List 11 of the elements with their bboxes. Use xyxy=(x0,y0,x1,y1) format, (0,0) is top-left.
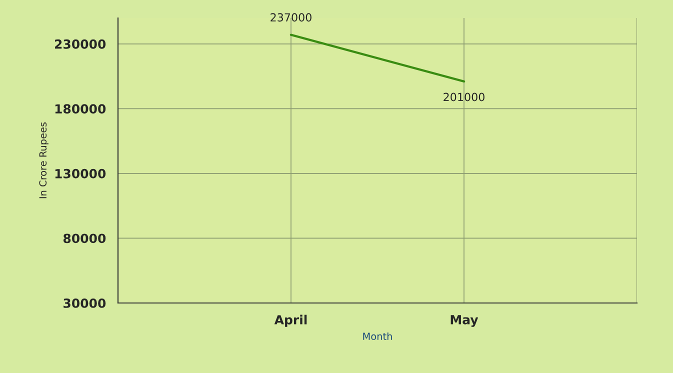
data-label: 201000 xyxy=(444,92,484,102)
x-tick-label: April xyxy=(274,314,307,327)
x-axis-title: Month xyxy=(363,332,392,340)
x-tick-label: May xyxy=(450,315,478,327)
y-tick-label: 80000 xyxy=(63,234,106,244)
y-tick-label: 30000 xyxy=(64,298,106,308)
y-tick-label: 180000 xyxy=(55,104,106,114)
y-axis-title: In Crore Rupees xyxy=(39,122,48,198)
data-label: 237000 xyxy=(270,13,312,22)
y-tick-label: 130000 xyxy=(55,168,106,178)
y-tick-label: 230000 xyxy=(55,39,106,49)
